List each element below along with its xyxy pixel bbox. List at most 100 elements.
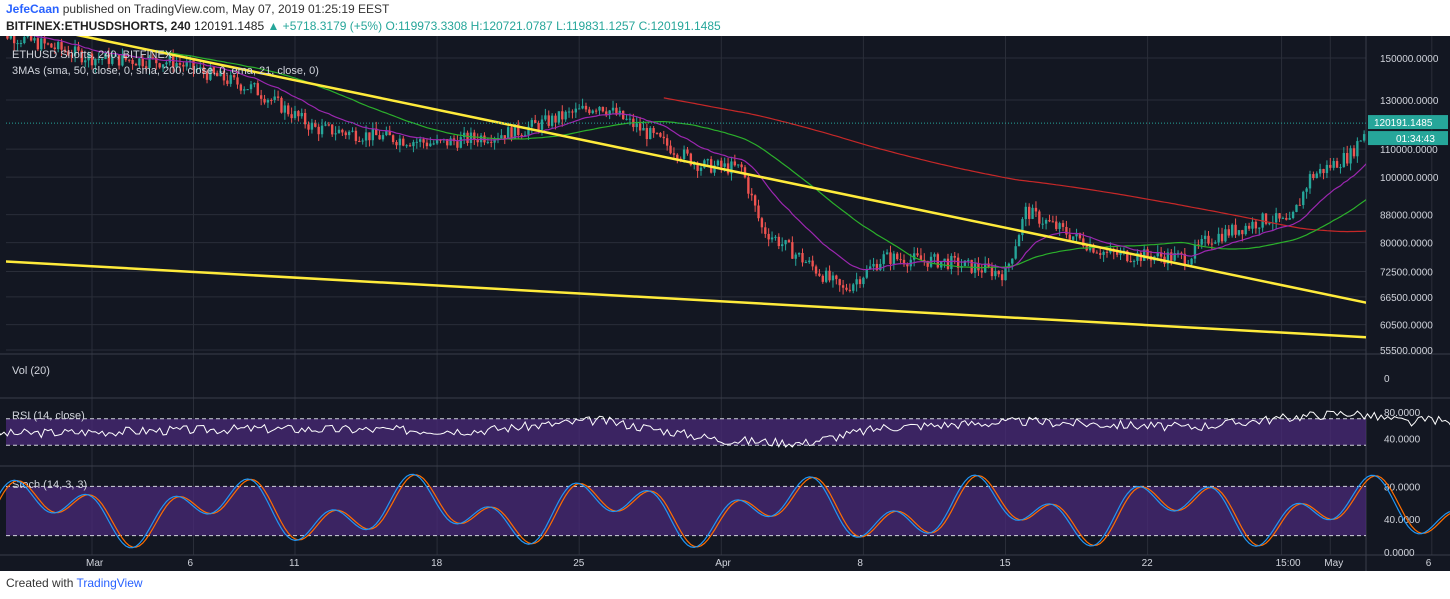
- stoch-legend: Stoch (14, 3, 3): [12, 479, 87, 491]
- candle-body: [848, 289, 852, 291]
- candle-body: [107, 52, 111, 64]
- candle-body: [1291, 211, 1295, 218]
- candle-body: [6, 36, 9, 39]
- price-tick-label: 66500.0000: [1380, 293, 1433, 304]
- candle-body: [1058, 223, 1061, 229]
- candle-body: [334, 133, 337, 135]
- author-link[interactable]: JefeCaan: [6, 2, 60, 16]
- candle-body: [747, 177, 750, 194]
- candle-body: [950, 255, 953, 269]
- vol-tick-label: 0: [1384, 374, 1390, 385]
- candle-body: [263, 98, 266, 103]
- candle-body: [395, 142, 398, 146]
- candle-body: [956, 257, 960, 268]
- candle-body: [351, 130, 354, 132]
- candle-body: [97, 58, 100, 60]
- candle-body: [967, 259, 970, 261]
- candle-body: [391, 135, 395, 143]
- candle-body: [408, 145, 412, 147]
- candle-body: [347, 131, 351, 136]
- candle-body: [1251, 221, 1254, 229]
- candle-body: [1031, 207, 1034, 219]
- candle-body: [90, 53, 94, 66]
- candle-body: [852, 284, 855, 291]
- countdown-tag-label: 01:34:43: [1396, 134, 1435, 145]
- candle-body: [327, 124, 331, 126]
- candle-body: [266, 100, 270, 103]
- x-tick-label: 6: [188, 558, 194, 569]
- candle-body: [175, 63, 178, 68]
- candle-body: [490, 141, 493, 143]
- candle-body: [594, 110, 598, 112]
- candle-body: [418, 139, 422, 142]
- vol-legend: Vol (20): [12, 365, 50, 377]
- candle-body: [841, 285, 845, 288]
- candle-body: [672, 153, 676, 155]
- candle-body: [1095, 252, 1099, 254]
- price-tick-label: 130000.0000: [1380, 96, 1439, 107]
- candle-body: [1099, 253, 1102, 255]
- candle-body: [574, 108, 578, 113]
- candle-body: [148, 57, 151, 68]
- candle-body: [337, 129, 341, 134]
- candle-body: [1227, 229, 1230, 236]
- candle-body: [879, 263, 882, 271]
- candle-body: [1126, 250, 1129, 262]
- candle-body: [824, 270, 828, 282]
- candle-body: [1109, 249, 1112, 253]
- candle-body: [381, 135, 385, 140]
- candle-body: [821, 275, 824, 282]
- candle-body: [737, 164, 740, 166]
- rsi-legend: RSI (14, close): [12, 410, 85, 422]
- candle-body: [777, 236, 781, 247]
- candle-body: [1044, 220, 1048, 224]
- candle-body: [236, 77, 239, 85]
- candle-body: [232, 75, 236, 78]
- ohlc-high: H:120721.0787: [470, 19, 553, 33]
- candle-body: [178, 63, 182, 65]
- candle-body: [158, 63, 161, 68]
- candle-body: [1339, 167, 1342, 169]
- price-tick-label: 80000.0000: [1380, 239, 1433, 250]
- candle-body: [243, 89, 246, 91]
- candle-body: [1268, 223, 1271, 225]
- candle-body: [1247, 225, 1251, 229]
- candle-body: [293, 111, 297, 119]
- candle-body: [933, 254, 936, 257]
- rsi-band: [6, 418, 1366, 446]
- candle-body: [429, 143, 432, 147]
- candle-body: [510, 127, 513, 140]
- candle-body: [469, 132, 473, 143]
- candle-body: [12, 36, 16, 44]
- candle-body: [449, 138, 452, 146]
- candle-body: [385, 130, 388, 136]
- candle-body: [682, 149, 686, 160]
- candle-body: [1183, 253, 1187, 265]
- candle-body: [1200, 239, 1203, 245]
- chart-canvas[interactable]: 150000.0000 130000.0000 110000.0000 100000.…: [0, 36, 1450, 571]
- candle-body: [868, 266, 872, 270]
- candle-body: [845, 287, 848, 290]
- candle-body: [33, 38, 36, 41]
- candle-body: [344, 132, 347, 136]
- candle-body: [696, 162, 699, 171]
- candle-body: [168, 55, 172, 63]
- x-tick-label: Mar: [86, 558, 104, 569]
- candle-body: [341, 129, 344, 133]
- candle-body: [770, 237, 774, 240]
- created-with: Created with TradingView: [6, 576, 143, 590]
- candle-body: [144, 66, 148, 68]
- stoch-band: [6, 486, 1366, 536]
- tradingview-logo[interactable]: TradingView: [76, 576, 143, 590]
- candle-body: [1352, 148, 1356, 157]
- candle-body: [608, 110, 611, 115]
- candle-body: [1102, 251, 1105, 255]
- candle-body: [1329, 164, 1332, 168]
- candle-body: [652, 128, 655, 133]
- publish-line: JefeCaan published on TradingView.com, M…: [6, 2, 389, 16]
- candle-body: [456, 141, 459, 148]
- candle-body: [1349, 148, 1352, 164]
- candle-body: [564, 111, 567, 120]
- candle-body: [804, 262, 808, 264]
- rsi-tick-label: 80.0000: [1384, 408, 1421, 419]
